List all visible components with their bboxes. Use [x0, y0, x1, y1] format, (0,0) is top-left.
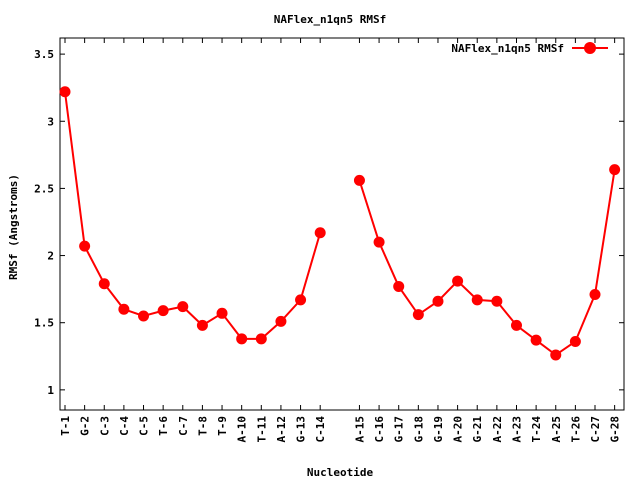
- x-tick-label: A-15: [353, 416, 366, 443]
- x-tick-label: C-14: [314, 416, 327, 443]
- data-point: [373, 236, 385, 248]
- data-point: [314, 227, 326, 239]
- x-tick-label: T-1: [59, 416, 72, 436]
- data-point: [452, 275, 464, 287]
- x-tick-label: G-21: [471, 416, 484, 443]
- y-axis-label: RMSf (Angstroms): [7, 174, 20, 280]
- y-tick-label: 3.5: [34, 48, 54, 61]
- x-tick-label: C-16: [373, 416, 386, 443]
- y-axis: 1 1.5 2 2.5 3 3.5: [34, 48, 624, 397]
- data-point: [412, 309, 424, 321]
- x-tick-label: A-22: [491, 416, 504, 443]
- x-tick-label: G-28: [609, 416, 622, 443]
- data-point: [236, 333, 248, 345]
- x-tick-label: T-11: [255, 416, 268, 443]
- data-point: [550, 349, 562, 361]
- x-tick-label: A-20: [452, 416, 465, 443]
- x-tick-label: C-7: [177, 416, 190, 436]
- data-point: [177, 301, 189, 313]
- x-tick-label: C-4: [118, 416, 131, 436]
- data-point: [530, 334, 542, 346]
- data-point: [196, 319, 208, 331]
- data-point: [471, 294, 483, 306]
- y-tick-label: 2: [47, 250, 54, 263]
- x-tick-label: G-17: [393, 416, 406, 443]
- data-point: [510, 319, 522, 331]
- data-point: [216, 307, 228, 319]
- x-tick-label: G-13: [295, 416, 308, 443]
- x-tick-label: T-26: [569, 416, 582, 443]
- data-point: [393, 280, 405, 292]
- data-point: [609, 164, 621, 176]
- data-point: [569, 336, 581, 348]
- x-tick-label: A-12: [275, 416, 288, 443]
- series-line-segment: [358, 169, 616, 357]
- x-tick-label: T-24: [530, 416, 543, 443]
- y-tick-label: 1: [47, 384, 54, 397]
- data-point: [353, 174, 365, 186]
- plot-frame: [59, 37, 625, 411]
- y-tick-label: 3: [47, 115, 54, 128]
- y-tick-label: 2.5: [34, 182, 54, 195]
- data-point: [138, 310, 150, 322]
- series-rmsf: [59, 86, 621, 361]
- data-point: [589, 289, 601, 301]
- chart-title: NAFlex_n1qn5 RMSf: [274, 13, 387, 26]
- data-point: [79, 240, 91, 252]
- data-point: [491, 295, 503, 307]
- x-tick-label: A-10: [236, 416, 249, 443]
- data-point: [157, 305, 169, 317]
- data-point: [275, 315, 287, 327]
- legend: NAFlex_n1qn5 RMSf: [451, 42, 608, 55]
- data-point: [118, 303, 130, 315]
- x-tick-label: A-23: [510, 416, 523, 443]
- legend-marker: [584, 42, 596, 54]
- data-point: [59, 86, 71, 98]
- x-tick-label: C-3: [98, 416, 111, 436]
- x-tick-label: G-19: [432, 416, 445, 443]
- x-tick-label: T-9: [216, 416, 229, 436]
- data-point: [295, 294, 307, 306]
- x-tick-label: C-5: [138, 416, 151, 436]
- data-point: [255, 333, 267, 345]
- x-tick-label: G-18: [412, 416, 425, 443]
- x-tick-label: G-2: [79, 416, 92, 436]
- x-tick-label: T-6: [157, 416, 170, 436]
- x-axis-label: Nucleotide: [307, 466, 374, 479]
- y-tick-label: 1.5: [34, 317, 54, 330]
- legend-label: NAFlex_n1qn5 RMSf: [451, 42, 564, 55]
- data-point: [98, 278, 110, 290]
- series-line-segment: [64, 91, 322, 340]
- x-tick-label: T-8: [196, 416, 209, 436]
- x-axis: T-1 G-2 C-3 C-4 C-5 T-6 C-7 T-8 T-9 A-10 T-11 A-12 G…: [59, 38, 622, 443]
- x-tick-label: C-27: [589, 416, 602, 443]
- data-point: [432, 295, 444, 307]
- x-tick-label: A-25: [550, 416, 563, 443]
